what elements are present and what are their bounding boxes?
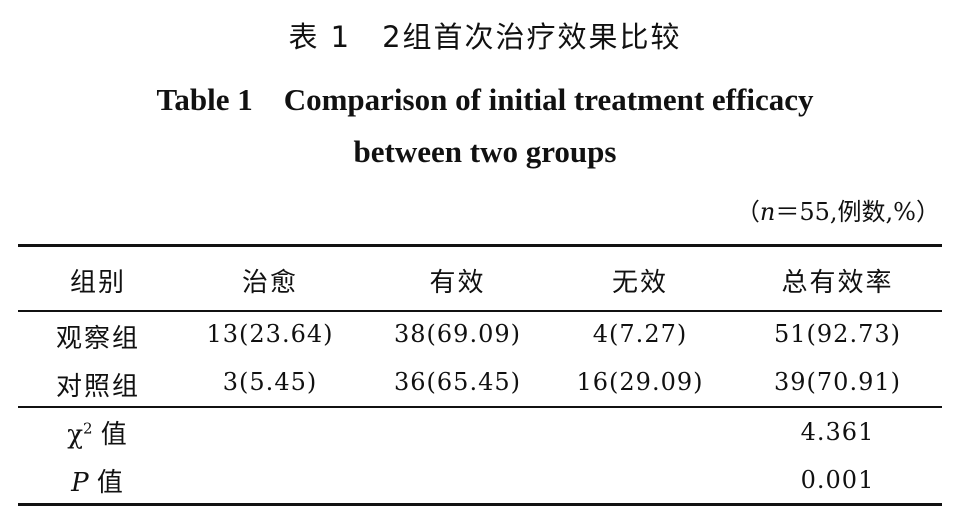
note-n-symbol: n [759,198,776,226]
row-control-total: 39(70.91) [774,368,901,396]
stat-chi-square-value: 4.361 [800,418,875,446]
row-observation-ineffective: 4(7.27) [592,320,688,348]
note-open: （ [735,198,760,226]
header-cured: 治愈 [241,268,298,298]
bottom-rule [18,503,942,506]
stat-p-label: P 值 [28,462,168,499]
chi-superscript: 2 [82,419,93,438]
table-title-chinese: 表 1 2组首次治疗效果比较 [288,20,682,54]
chi-symbol: χ [67,420,83,450]
row-control-effective: 36(65.45) [394,368,521,396]
stat-p-value: 0.001 [800,466,875,494]
table-title-english-line2: between two groups [353,134,617,169]
note-rest: ＝55,例数,%） [775,198,940,226]
top-rule [18,244,942,247]
row-observation-cured: 13(23.64) [206,320,334,348]
stats-rule [18,406,942,408]
chi-value-word: 值 [100,420,129,450]
header-effective: 有效 [429,268,486,298]
table-title-english-line1: Table 1 Comparison of initial treatment … [156,82,814,117]
header-group: 组别 [69,268,126,298]
header-ineffective: 无效 [611,268,668,298]
row-control-cured: 3(5.45) [222,368,318,396]
header-rule [18,310,942,312]
row-observation-group: 观察组 [55,324,140,354]
row-control-group: 对照组 [55,372,140,402]
row-control-ineffective: 16(29.09) [576,368,704,396]
p-value-word: 值 [96,468,125,498]
header-total-effective-rate: 总有效率 [781,268,894,298]
table-note: （n＝55,例数,%） [736,192,940,227]
p-symbol: P [71,468,89,498]
row-observation-total: 51(92.73) [774,320,901,348]
stat-chi-square-label: χ2 值 [28,414,168,451]
row-observation-effective: 38(69.09) [394,320,521,348]
